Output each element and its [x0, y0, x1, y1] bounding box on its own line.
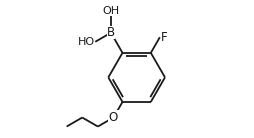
Text: B: B: [107, 26, 115, 39]
Text: HO: HO: [78, 37, 95, 47]
Text: F: F: [161, 31, 168, 44]
Text: O: O: [109, 111, 118, 124]
Text: OH: OH: [102, 6, 119, 16]
